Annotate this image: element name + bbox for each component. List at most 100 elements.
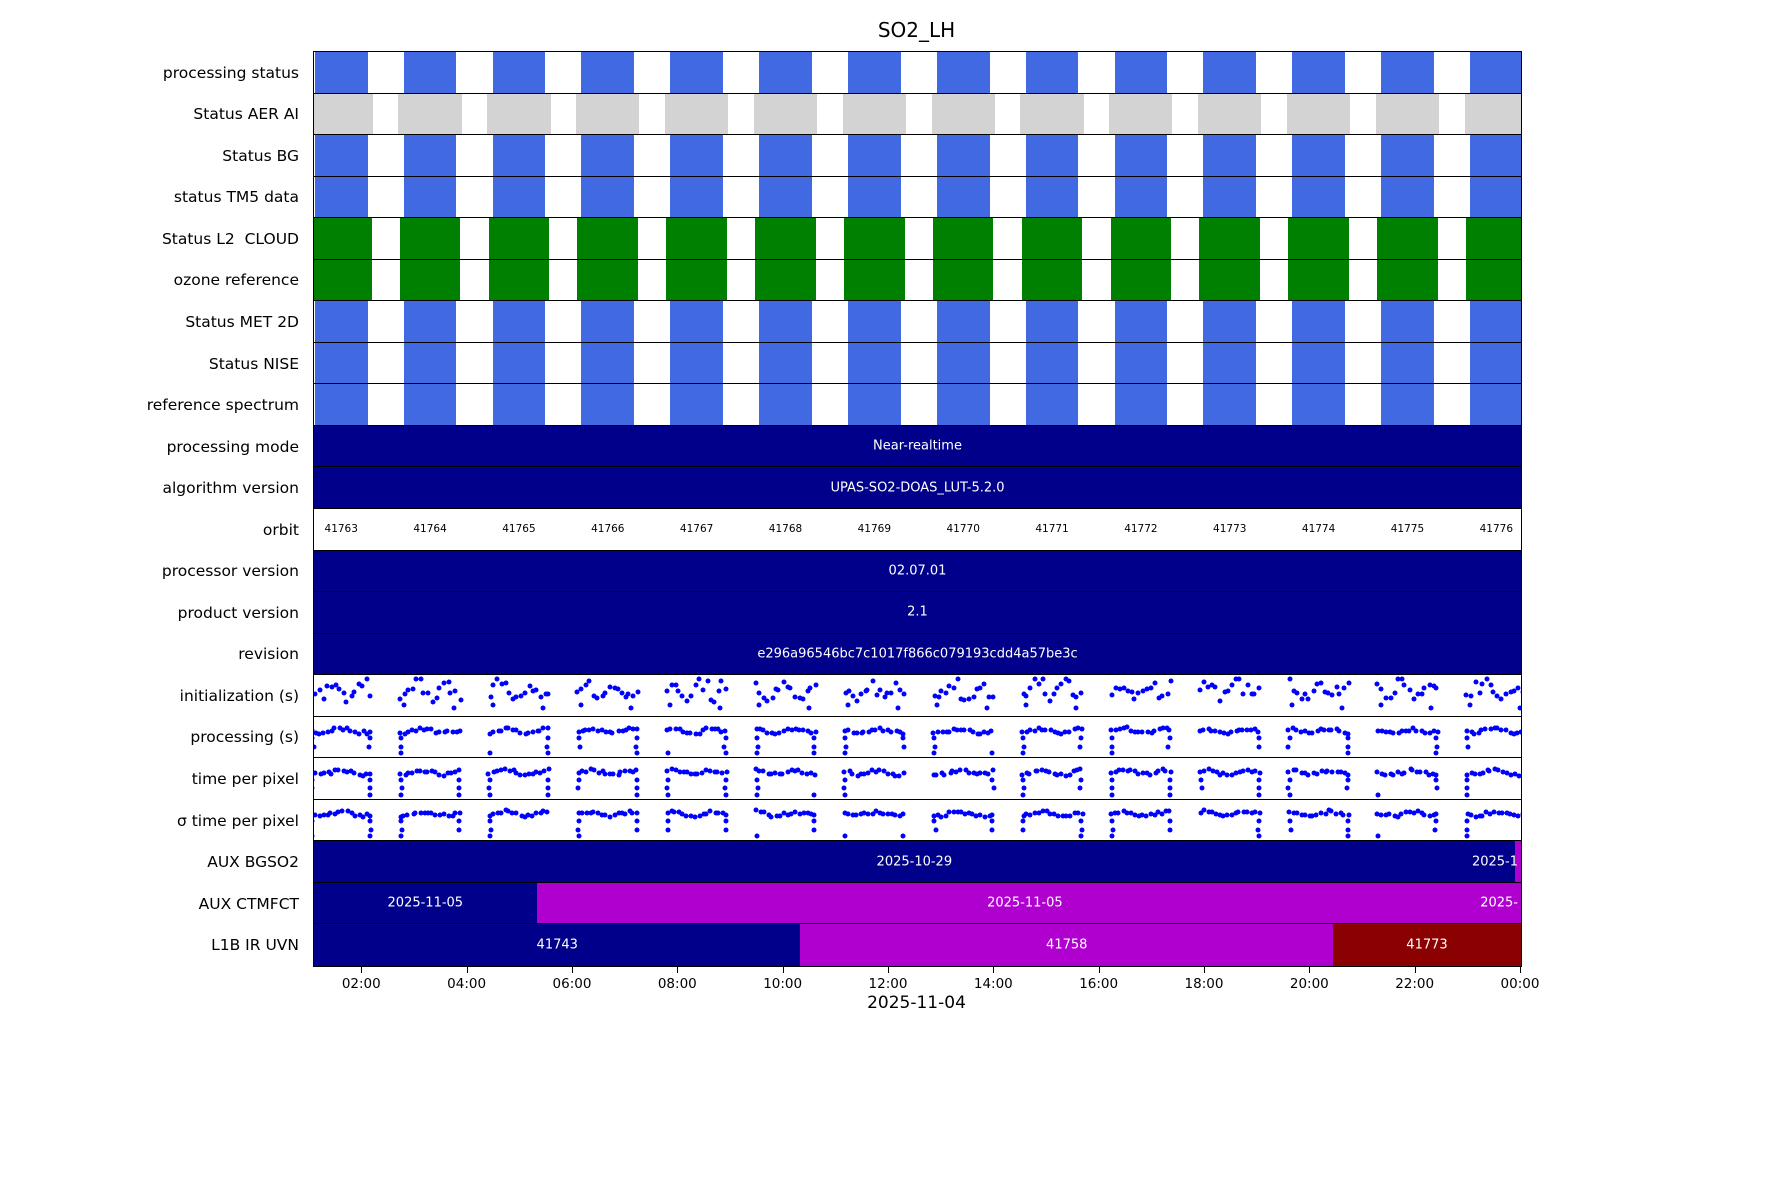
scatter-dot (600, 693, 606, 699)
scatter-dot (696, 676, 702, 682)
scatter-dot (1239, 727, 1245, 733)
scatter-dot (1334, 684, 1340, 690)
scatter-dot (417, 725, 423, 731)
scatter-dot (1294, 690, 1300, 696)
x-tick-label: 20:00 (1289, 976, 1329, 992)
scatter-dot (940, 729, 946, 735)
scatter-dot (1036, 810, 1042, 816)
scatter-dot (488, 827, 494, 833)
scatter-dot (630, 693, 636, 699)
x-tick-label: 06:00 (552, 976, 592, 992)
scatter-dot (1255, 827, 1261, 833)
scatter-dot (1121, 685, 1127, 691)
scatter-dot (1490, 689, 1496, 695)
scatter-dot (989, 812, 995, 817)
scatter-dot (525, 730, 531, 736)
scatter-dot (1162, 768, 1168, 774)
scatter-dot (1256, 685, 1262, 691)
scatter-dot (1256, 833, 1262, 839)
scatter-dot (1214, 769, 1220, 774)
x-tick-label: 18:00 (1184, 976, 1224, 992)
scatter-dot (1345, 777, 1351, 783)
scatter-dot (854, 698, 860, 704)
scatter-dot (1464, 818, 1470, 824)
chart-row-processing-s (314, 717, 1521, 759)
scatter-dot (1288, 827, 1294, 833)
scatter-dot (1024, 770, 1030, 776)
scatter-dot (1290, 725, 1295, 731)
scatter-dot (720, 810, 726, 816)
scatter-dot (1345, 772, 1351, 778)
scatter-dot (673, 682, 679, 688)
scatter-dot (1255, 729, 1261, 735)
scatter-dot (800, 727, 806, 733)
scatter-dot (612, 812, 618, 818)
scatter-dot (635, 689, 641, 695)
scatter-dot (1200, 727, 1206, 733)
scatter-dot (1020, 777, 1026, 783)
scatter-dot (1113, 769, 1119, 775)
scatter-dot (1131, 696, 1137, 702)
status-block (403, 135, 457, 176)
scatter-dot (533, 810, 539, 816)
scatter-dot (692, 814, 698, 820)
scatter-dot (1338, 769, 1344, 775)
scatter-dot (1311, 770, 1317, 776)
scatter-dot (345, 808, 351, 814)
scatter-dot (724, 769, 730, 775)
scatter-dot (1117, 726, 1123, 732)
scatter-dot (958, 727, 964, 733)
scatter-dot (1285, 727, 1291, 733)
scatter-dot (537, 770, 543, 776)
scatter-dot (519, 813, 525, 819)
scatter-dot (936, 694, 942, 700)
row-label-reference-spectrum: reference spectrum (146, 396, 299, 415)
scatter-dot (1324, 768, 1330, 774)
scatter-dot (441, 680, 447, 686)
orbit-number: 41768 (768, 523, 803, 536)
scatter-dot (607, 684, 613, 690)
scatter-dot (985, 771, 991, 776)
scatter-dot (1486, 768, 1492, 774)
status-block (1292, 301, 1345, 342)
status-block (665, 93, 729, 135)
scatter-dot (490, 729, 496, 735)
status-block (1292, 135, 1345, 176)
scatter-dot (1127, 767, 1133, 773)
scatter-dot (684, 730, 690, 736)
scatter-dot (529, 813, 535, 819)
scatter-dot (357, 812, 363, 818)
scatter-dot (579, 810, 585, 816)
scatter-dot (792, 809, 798, 815)
chart-row-processing-mode: Near-realtime (314, 425, 1521, 468)
row-label-status-nise: Status NISE (208, 354, 299, 373)
scatter-dot (619, 810, 625, 816)
scatter-dot (518, 693, 524, 699)
scatter-dot (400, 813, 406, 819)
scatter-dot (634, 818, 640, 824)
scatter-dot (975, 731, 981, 737)
scatter-dot (522, 772, 528, 778)
scatter-dot (538, 810, 544, 816)
status-block (848, 176, 901, 218)
scatter-dot (452, 688, 458, 694)
scatter-dot (1155, 809, 1161, 815)
scatter-dot (721, 744, 727, 750)
scatter-dot (1344, 785, 1350, 791)
scatter-dot (785, 769, 791, 775)
x-axis: 02:00 04:00 06:00 08:00 10:00 12:00 14:00 16:00… (313, 967, 1539, 1013)
scatter-dot (348, 768, 354, 774)
scatter-dot (860, 729, 866, 735)
scatter-dot (723, 827, 728, 833)
bar-segment (314, 425, 1521, 467)
scatter-dot (1113, 685, 1119, 691)
scatter-dot (336, 686, 342, 692)
chart-row-aux-ctmfct: 2025-11-05 2025-11-05 2025- (314, 882, 1521, 925)
scatter-dot (776, 730, 782, 736)
status-block (1469, 176, 1521, 218)
scatter-dot (754, 833, 760, 839)
scatter-dot (1498, 696, 1504, 702)
scatter-dot (1411, 810, 1417, 816)
scatter-dot (602, 690, 608, 696)
scatter-dot (513, 694, 519, 700)
